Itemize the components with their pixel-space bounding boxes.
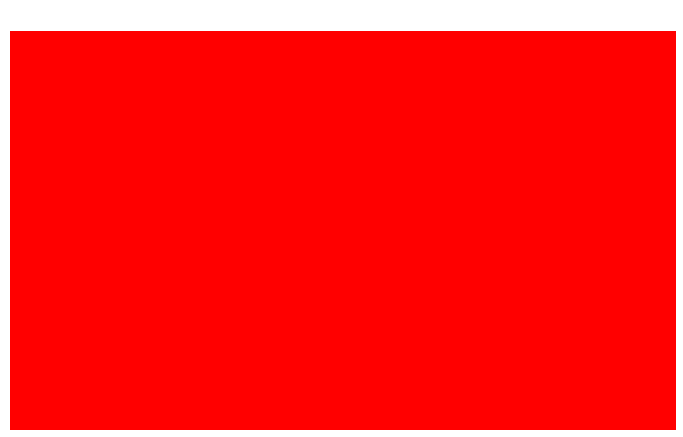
word-cloud-canvas bbox=[10, 31, 676, 430]
word-cloud bbox=[10, 31, 676, 430]
